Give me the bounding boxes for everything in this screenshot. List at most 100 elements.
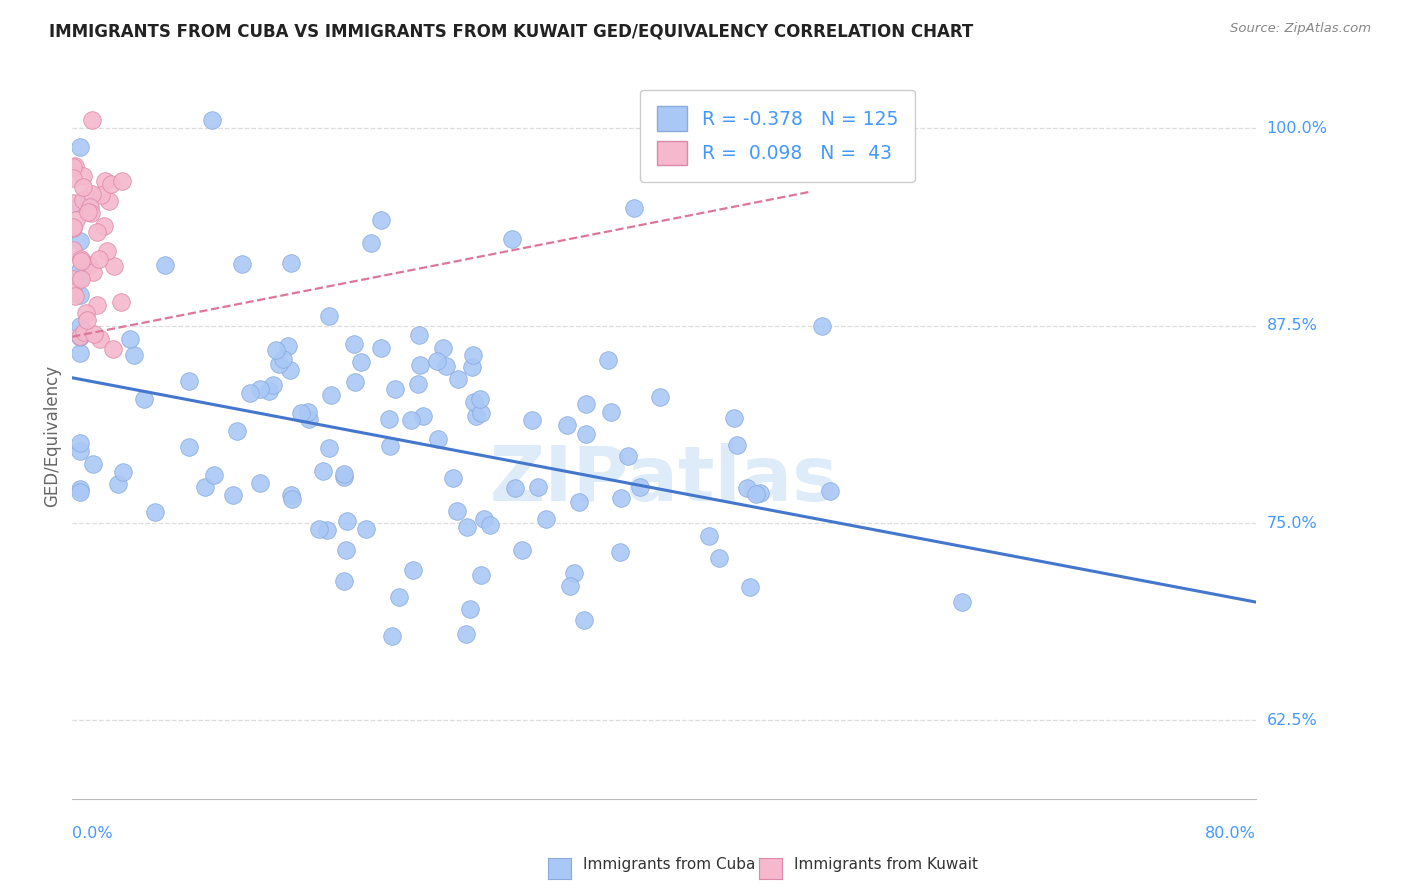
Point <box>456 520 478 534</box>
Point <box>277 339 299 353</box>
Point <box>62 272 84 286</box>
Point <box>401 413 423 427</box>
Point <box>69 485 91 500</box>
Point <box>278 363 301 377</box>
Text: 0.0%: 0.0% <box>72 826 112 841</box>
Point <box>87 252 110 266</box>
Point <box>69 139 91 153</box>
Point <box>370 213 392 227</box>
Y-axis label: GED/Equivalency: GED/Equivalency <box>44 365 60 508</box>
Point <box>90 188 112 202</box>
Point <box>69 263 91 277</box>
Point <box>280 256 302 270</box>
Point <box>89 332 111 346</box>
Point <box>75 306 97 320</box>
Point <box>446 504 468 518</box>
Point <box>745 487 768 501</box>
Point <box>86 298 108 312</box>
Point <box>257 384 280 398</box>
Point <box>80 113 103 128</box>
Point <box>370 341 392 355</box>
Point <box>623 201 645 215</box>
Point <box>132 392 155 406</box>
Point <box>82 457 104 471</box>
Point <box>534 512 557 526</box>
Point <box>225 424 247 438</box>
Point <box>63 159 86 173</box>
Point <box>354 522 377 536</box>
Point <box>249 475 271 490</box>
Point <box>575 397 598 411</box>
Point <box>298 412 321 426</box>
Point <box>62 243 84 257</box>
Point <box>628 480 651 494</box>
Point <box>179 374 201 388</box>
Point <box>748 486 770 500</box>
Point <box>103 259 125 273</box>
Point <box>333 467 356 481</box>
Point <box>572 613 595 627</box>
Point <box>179 440 201 454</box>
Point <box>62 285 84 299</box>
Point <box>461 348 484 362</box>
Point <box>735 481 758 495</box>
Text: Source: ZipAtlas.com: Source: ZipAtlas.com <box>1230 22 1371 36</box>
Point <box>740 580 762 594</box>
Text: 100.0%: 100.0% <box>1267 120 1327 136</box>
Text: 62.5%: 62.5% <box>1267 713 1317 728</box>
Point <box>308 523 330 537</box>
Point <box>239 385 262 400</box>
Point <box>609 545 631 559</box>
Point <box>725 438 748 452</box>
Point <box>381 630 404 644</box>
Point <box>73 326 96 340</box>
Point <box>280 488 302 502</box>
Point <box>96 244 118 259</box>
Point <box>69 319 91 334</box>
Point <box>555 418 578 433</box>
Point <box>575 427 598 442</box>
Point <box>426 354 449 368</box>
Point <box>505 482 527 496</box>
Point <box>72 179 94 194</box>
Point <box>378 412 401 426</box>
Point <box>336 514 359 528</box>
Point <box>202 467 225 482</box>
Text: 87.5%: 87.5% <box>1267 318 1317 333</box>
Point <box>62 196 84 211</box>
Text: Immigrants from Cuba: Immigrants from Cuba <box>583 857 756 872</box>
Point <box>616 449 638 463</box>
Point <box>333 574 356 588</box>
Point <box>465 409 488 424</box>
Point <box>470 567 492 582</box>
Point <box>290 406 312 420</box>
Point <box>461 360 484 375</box>
Point <box>69 235 91 249</box>
Point <box>360 235 382 250</box>
Point <box>600 405 623 419</box>
Point <box>723 411 745 425</box>
Point <box>69 482 91 496</box>
Point <box>94 174 117 188</box>
Point <box>249 382 271 396</box>
Text: IMMIGRANTS FROM CUBA VS IMMIGRANTS FROM KUWAIT GED/EQUIVALENCY CORRELATION CHART: IMMIGRANTS FROM CUBA VS IMMIGRANTS FROM … <box>49 22 973 40</box>
Point <box>335 543 357 558</box>
Point <box>107 476 129 491</box>
Point <box>267 357 290 371</box>
Point <box>194 480 217 494</box>
Point <box>522 413 544 427</box>
Point <box>155 258 177 272</box>
Point <box>62 220 84 235</box>
Text: 80.0%: 80.0% <box>1205 826 1256 841</box>
Point <box>318 310 340 324</box>
Point <box>479 518 502 533</box>
Point <box>333 469 356 483</box>
Point <box>97 194 120 208</box>
Point <box>568 494 591 508</box>
Point <box>69 196 91 211</box>
Point <box>69 270 91 285</box>
Point <box>83 326 105 341</box>
Point <box>70 252 93 267</box>
Point <box>72 169 94 184</box>
Point <box>344 375 367 389</box>
